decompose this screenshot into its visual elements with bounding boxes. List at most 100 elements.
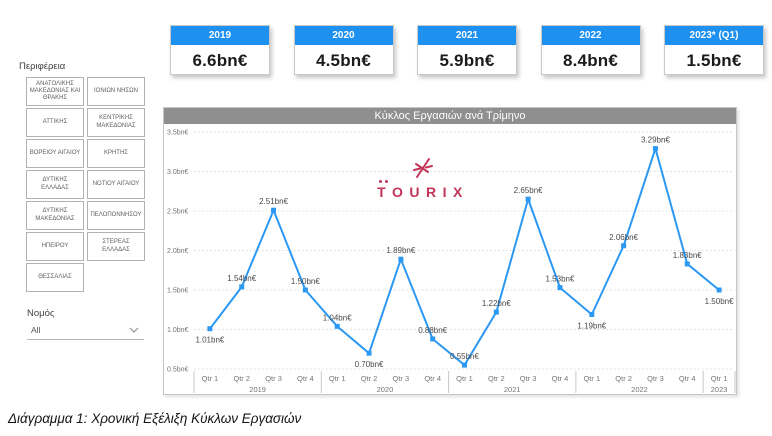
data-point-marker[interactable] <box>716 287 722 293</box>
nomos-filter-title: Νομός <box>27 308 55 319</box>
kpi-card[interactable]: 2022 8.4bn€ <box>540 25 641 75</box>
kpi-card-year: 2019 <box>171 26 269 45</box>
data-point-label: 1.04bn€ <box>323 313 352 322</box>
x-axis-quarter-label: Qtr 4 <box>552 374 569 383</box>
y-axis-tick-label: 2.5bn€ <box>167 209 189 216</box>
data-point-marker[interactable] <box>302 287 308 293</box>
region-filter-button[interactable]: ΗΠΕΙΡΟΥ <box>26 232 84 261</box>
x-axis-year-label: 2020 <box>377 385 394 394</box>
data-point-label: 0.88bn€ <box>418 326 447 335</box>
region-filter-button[interactable]: ΑΝΑΤΟΛΙΚΗΣ ΜΑΚΕΔΟΝΙΑΣ ΚΑΙ ΘΡΑΚΗΣ <box>26 77 84 106</box>
logo-diaeresis-dots <box>379 180 383 183</box>
data-point-marker[interactable] <box>652 146 658 152</box>
data-point-marker[interactable] <box>334 323 340 329</box>
region-filter-list: ΑΝΑΤΟΛΙΚΗΣ ΜΑΚΕΔΟΝΙΑΣ ΚΑΙ ΘΡΑΚΗΣ ΙΟΝΙΩΝ Ν… <box>26 77 146 292</box>
region-filter-button[interactable]: ΘΕΣΣΑΛΙΑΣ <box>26 263 84 292</box>
data-point-label: 2.06bn€ <box>609 233 638 242</box>
kpi-card-year: 2022 <box>541 26 640 45</box>
data-point-marker[interactable] <box>589 311 595 317</box>
data-point-label: 1.50bn€ <box>291 277 320 286</box>
data-point-label: 2.51bn€ <box>259 197 288 206</box>
data-point-label: 1.22bn€ <box>482 299 511 308</box>
data-point-label: 1.50bn€ <box>705 297 734 306</box>
region-filter-button[interactable]: ΑΤΤΙΚΗΣ <box>26 108 84 137</box>
region-filter-button[interactable]: ΠΕΛΟΠΟΝΝΗΣΟΥ <box>87 201 145 230</box>
x-axis-year-label: 2023 <box>711 385 728 394</box>
x-axis-quarter-label: Qtr 1 <box>583 374 600 383</box>
x-axis-quarter-label: Qtr 1 <box>711 374 728 383</box>
x-axis-quarter-label: Qtr 3 <box>520 374 537 383</box>
region-filter-button[interactable]: ΝΟΤΙΟΥ ΑΙΓΑΙΟΥ <box>87 170 145 199</box>
y-axis-tick-label: 1.5bn€ <box>167 288 189 295</box>
region-filter-button[interactable]: ΒΟΡΕΙΟΥ ΑΙΓΑΙΟΥ <box>26 139 84 168</box>
x-axis-quarter-label: Qtr 2 <box>615 374 632 383</box>
kpi-card[interactable]: 2019 6.6bn€ <box>170 25 270 75</box>
data-point-marker[interactable] <box>239 284 245 290</box>
region-filter-button[interactable]: ΣΤΕΡΕΑΣ ΕΛΛΑΔΑΣ <box>87 232 145 261</box>
chevron-down-icon <box>129 327 139 333</box>
kpi-card-value: 8.4bn€ <box>562 51 619 70</box>
kpi-card-row: 2019 6.6bn€ 2020 4.5bn€ 2021 5.9bn€ 2022 8.4bn€… <box>170 25 764 75</box>
region-filter-button[interactable]: ΚΕΝΤΡΙΚΗΣ ΜΑΚΕΔΟΝΙΑΣ <box>87 108 145 137</box>
x-axis-quarter-label: Qtr 3 <box>265 374 282 383</box>
data-point-label: 1.54bn€ <box>227 274 256 283</box>
region-filter-button[interactable]: ΙΟΝΙΩΝ ΝΗΣΩΝ <box>87 77 145 106</box>
data-point-marker[interactable] <box>398 256 404 262</box>
kpi-card-value: 5.9bn€ <box>439 51 495 70</box>
data-point-label: 0.70bn€ <box>355 360 384 369</box>
chart-title: Κύκλος Εργασιών ανά Τρίμηνο <box>164 108 736 124</box>
figure-caption: Διάγραμμα 1: Χρονική Εξέλιξη Κύκλων Εργα… <box>8 411 302 426</box>
x-axis-quarter-label: Qtr 3 <box>393 374 410 383</box>
data-point-marker[interactable] <box>493 309 499 315</box>
region-filter-button[interactable]: ΔΥΤΙΚΗΣ ΜΑΚΕΔΟΝΙΑΣ <box>26 201 84 230</box>
data-point-marker[interactable] <box>684 261 690 267</box>
region-filter-button[interactable]: ΚΡΗΤΗΣ <box>87 139 145 168</box>
data-point-marker[interactable] <box>430 336 436 342</box>
y-axis-tick-label: 0.5bn€ <box>167 367 189 374</box>
data-point-label: 2.65bn€ <box>514 186 543 195</box>
y-axis-tick-label: 2.0bn€ <box>167 248 189 255</box>
x-axis-quarter-label: Qtr 3 <box>647 374 664 383</box>
tourix-logo: TOURIX <box>372 156 474 202</box>
y-axis-tick-label: 3.5bn€ <box>167 130 189 137</box>
kpi-card-year: 2023* (Q1) <box>665 26 763 45</box>
data-point-label: 3.29bn€ <box>641 136 670 145</box>
data-point-label: 1.19bn€ <box>577 321 606 330</box>
region-filter-title: Περιφέρεια <box>19 61 66 72</box>
x-axis-quarter-label: Qtr 4 <box>424 374 441 383</box>
data-point-label: 0.55bn€ <box>450 352 479 361</box>
kpi-card-value: 1.5bn€ <box>686 51 742 70</box>
kpi-card[interactable]: 2021 5.9bn€ <box>417 25 517 75</box>
x-axis-quarter-label: Qtr 1 <box>456 374 473 383</box>
data-point-marker[interactable] <box>525 196 531 202</box>
tourix-logo-text: TOURIX <box>377 180 469 200</box>
data-point-marker[interactable] <box>366 350 372 356</box>
data-point-marker[interactable] <box>557 285 563 291</box>
chart-plot-area: 3.5bn€ 3.0bn€ 2.5bn€ 2.0bn€ 1.5bn€ 1.0bn€ 0.5b… <box>164 124 736 394</box>
tourix-logo-mark-icon <box>413 158 433 178</box>
kpi-card-year: 2020 <box>294 26 393 45</box>
kpi-card-value: 4.5bn€ <box>315 51 372 70</box>
x-axis-quarter-label: Qtr 4 <box>297 374 314 383</box>
y-axis-tick-label: 3.0bn€ <box>167 169 189 176</box>
data-point-marker[interactable] <box>621 243 627 249</box>
kpi-card[interactable]: 2023* (Q1) 1.5bn€ <box>664 25 764 75</box>
data-point-label: 1.89bn€ <box>386 246 415 255</box>
x-axis-year-label: 2019 <box>249 385 266 394</box>
x-axis-quarter-label: Qtr 1 <box>329 374 346 383</box>
nomos-dropdown[interactable]: All <box>27 322 144 340</box>
kpi-card[interactable]: 2020 4.5bn€ <box>293 25 394 75</box>
data-point-marker[interactable] <box>271 207 277 213</box>
region-filter-button[interactable]: ΔΥΤΙΚΗΣ ΕΛΛΑΔΑΣ <box>26 170 84 199</box>
y-axis-tick-label: 1.0bn€ <box>167 327 189 334</box>
data-point-label: 1.01bn€ <box>195 336 224 345</box>
chart-panel: Κύκλος Εργασιών ανά Τρίμηνο 3.5bn€ 3.0bn€… <box>163 107 737 395</box>
data-point-marker[interactable] <box>207 326 213 332</box>
x-axis-year-label: 2021 <box>504 385 521 394</box>
data-point-marker[interactable] <box>462 362 467 368</box>
x-axis-quarter-label: Qtr 1 <box>202 374 219 383</box>
kpi-card-year: 2021 <box>418 26 516 45</box>
nomos-dropdown-value: All <box>31 324 41 335</box>
x-axis-quarter-label: Qtr 2 <box>488 374 505 383</box>
